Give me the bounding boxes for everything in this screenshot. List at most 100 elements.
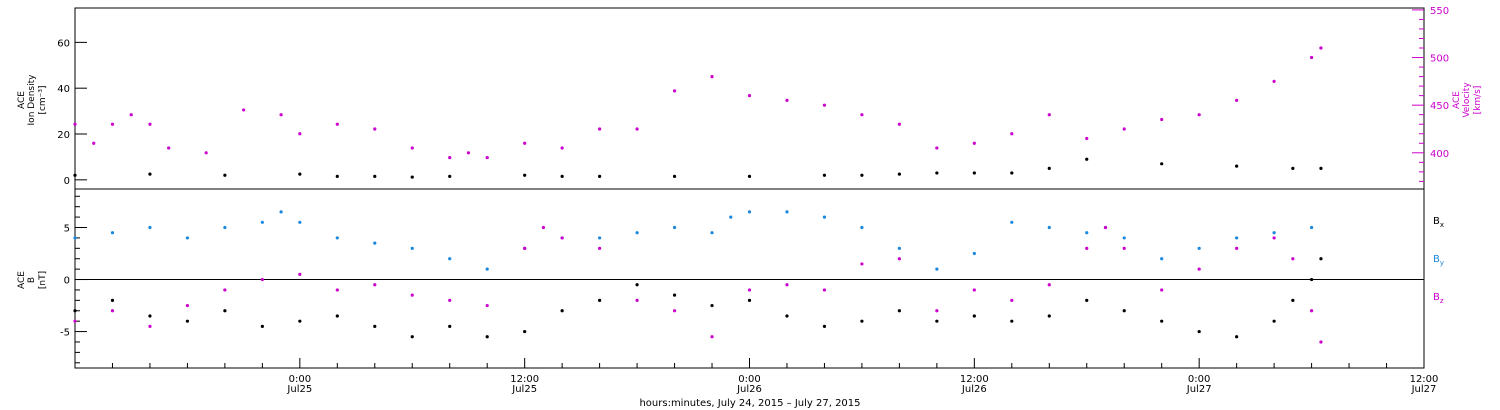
- bz-point: [148, 324, 152, 328]
- by-point: [710, 231, 714, 235]
- velocity-point: [1272, 79, 1276, 83]
- velocity-point: [110, 122, 115, 126]
- bx-point: [1010, 319, 1014, 323]
- bz-point: [373, 283, 377, 287]
- bz-point: [972, 288, 976, 292]
- bz-point: [298, 272, 302, 276]
- bx-point: [223, 309, 227, 313]
- density-point: [672, 174, 677, 178]
- bottom-panel-points: [73, 210, 1323, 344]
- x-tick-date: Jul26: [736, 384, 762, 395]
- by-point: [410, 246, 414, 250]
- legend-by-main: B: [1433, 254, 1440, 265]
- by-point: [935, 267, 939, 271]
- legend-bz-main: B: [1433, 292, 1440, 303]
- by-point: [73, 236, 77, 240]
- density-point: [223, 173, 227, 177]
- bx-point: [1047, 314, 1051, 318]
- by-point: [185, 236, 190, 240]
- by-point: [1160, 257, 1164, 261]
- top-left-ylabel-line1: ACE: [17, 91, 27, 109]
- velocity-point: [672, 89, 677, 93]
- bx-point: [897, 309, 901, 313]
- bz-point: [73, 319, 77, 323]
- by-point: [598, 236, 602, 240]
- bz-point: [560, 236, 564, 240]
- bx-point: [1291, 298, 1295, 302]
- density-point: [410, 175, 414, 179]
- bz-point: [785, 283, 789, 287]
- by-point: [1122, 236, 1126, 240]
- velocity-point: [167, 146, 171, 150]
- by-point: [298, 220, 302, 224]
- top-right-ylabel-line3: [km/s]: [1473, 86, 1483, 115]
- x-tick-date: Jul27: [1411, 384, 1437, 395]
- by-point: [1010, 220, 1014, 224]
- legend-bz-sub: z: [1440, 297, 1444, 305]
- x-tick-date: Jul25: [511, 384, 537, 395]
- density-point: [1160, 162, 1164, 166]
- by-point: [110, 231, 115, 235]
- bz-point: [822, 288, 827, 292]
- density-point: [148, 172, 152, 176]
- bz-point: [1291, 257, 1295, 261]
- by-point: [1085, 231, 1089, 235]
- density-point: [373, 174, 377, 178]
- velocity-point: [523, 141, 527, 145]
- density-point: [523, 173, 527, 177]
- bx-point: [373, 324, 377, 328]
- density-point: [448, 174, 452, 178]
- density-point: [860, 173, 864, 177]
- bx-point: [560, 309, 564, 313]
- bx-point: [860, 319, 864, 323]
- velocity-point: [410, 146, 414, 150]
- by-point: [223, 225, 227, 230]
- bz-point: [1103, 225, 1108, 230]
- velocity-point: [129, 113, 133, 117]
- bottom-left-ylabel-line1: ACE: [17, 271, 27, 289]
- bz-point: [672, 309, 677, 313]
- by-point: [785, 210, 789, 214]
- bz-point: [1160, 288, 1164, 292]
- velocity-point: [1309, 55, 1314, 60]
- by-point: [335, 236, 339, 240]
- x-tick-date: Jul27: [1186, 384, 1212, 395]
- bz-point: [485, 303, 489, 308]
- bx-point: [260, 324, 264, 328]
- density-point: [1010, 171, 1014, 175]
- velocity-point: [822, 103, 827, 107]
- bx-point: [1272, 319, 1276, 323]
- by-point: [747, 210, 752, 214]
- top-right-ylabel-line1: ACE: [1452, 91, 1462, 109]
- velocity-point: [279, 113, 283, 117]
- density-point: [822, 173, 827, 177]
- bx-point: [635, 283, 639, 287]
- by-point: [373, 241, 377, 245]
- top-left-ylabel: ACE Ion Density [cm⁻³]: [17, 74, 48, 126]
- density-point: [560, 174, 564, 178]
- legend-bz: Bz: [1433, 292, 1444, 305]
- velocity-point: [897, 122, 901, 126]
- bottom-panel-frame: [74, 188, 1425, 369]
- top-panel-ticks: 0 20 40 60 400 450 500 550: [57, 6, 1449, 187]
- velocity-point: [1160, 117, 1164, 122]
- bx-point: [185, 319, 190, 323]
- density-point: [1319, 166, 1323, 170]
- bx-point: [972, 314, 976, 318]
- bx-point: [672, 293, 677, 297]
- top-panel-frame: [74, 7, 1425, 190]
- bottom-panel-ticks: -5 0 5: [60, 195, 1424, 364]
- velocity-point: [1122, 127, 1126, 131]
- bx-point: [1319, 257, 1323, 261]
- velocity-point: [1235, 98, 1239, 103]
- legend-by-sub: y: [1440, 259, 1444, 267]
- bz-point: [747, 288, 752, 292]
- velocity-point: [598, 127, 602, 131]
- bx-point: [148, 314, 152, 318]
- bz-point: [1272, 236, 1276, 240]
- legend: Bx By Bz: [1433, 216, 1444, 305]
- bz-point: [598, 246, 602, 250]
- density-point: [1291, 166, 1295, 170]
- velocity-point: [242, 108, 246, 112]
